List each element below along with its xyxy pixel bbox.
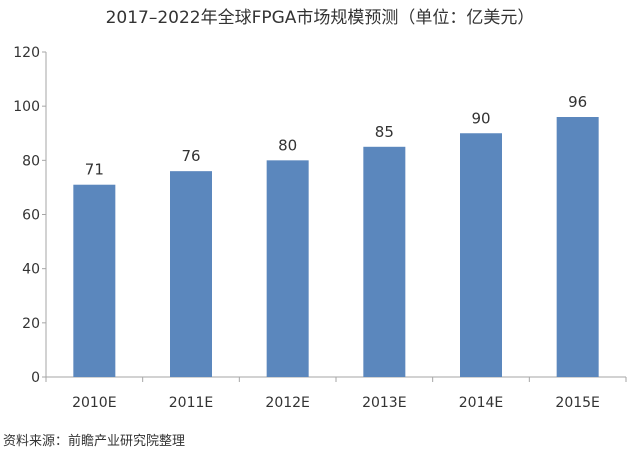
- data-label: 96: [568, 93, 587, 111]
- x-tick-label: 2014E: [459, 395, 503, 411]
- bar: [170, 171, 212, 377]
- x-axis-ticks: 2010E 2011E 2012E 2013E 2014E 2015E: [45, 377, 627, 411]
- data-label: 90: [471, 109, 490, 127]
- bar: [73, 184, 116, 377]
- y-tick-label: 80: [22, 153, 40, 169]
- x-tick-label: 2015E: [555, 395, 599, 411]
- bar: [363, 146, 406, 377]
- data-label: 76: [181, 147, 200, 165]
- y-tick-label: 100: [13, 99, 40, 115]
- x-tick-label: 2010E: [72, 395, 116, 411]
- bar: [556, 117, 599, 377]
- data-label: 80: [278, 136, 297, 154]
- bar: [266, 160, 309, 377]
- x-tick-label: 2011E: [169, 395, 213, 411]
- y-tick-label: 0: [31, 370, 40, 386]
- y-tick-label: 120: [13, 45, 40, 61]
- y-tick-label: 40: [22, 262, 40, 278]
- chart-title: 2017–2022年全球FPGA市场规模预测（单位：亿美元）: [105, 8, 535, 28]
- data-labels: 71 76 80 85 90 96: [85, 93, 587, 179]
- source-note: 资料来源：前瞻产业研究院整理: [3, 434, 186, 449]
- x-tick-label: 2013E: [362, 395, 406, 411]
- bars: [73, 117, 599, 377]
- data-label: 71: [85, 161, 104, 179]
- data-label: 85: [375, 123, 394, 141]
- y-axis-ticks: 0 20 40 60 80 100 120: [13, 45, 46, 386]
- bar: [460, 133, 502, 377]
- x-tick-label: 2012E: [265, 395, 309, 411]
- y-tick-label: 60: [22, 208, 40, 224]
- y-tick-label: 20: [22, 316, 40, 332]
